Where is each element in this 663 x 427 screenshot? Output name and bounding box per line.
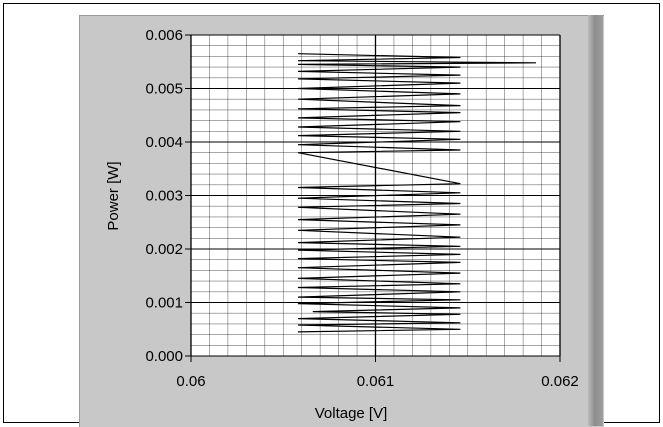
y-tick-label: 0.001: [145, 295, 183, 312]
y-axis-label: Power [W]: [105, 161, 122, 230]
x-tick-label: 0.062: [541, 373, 579, 390]
tick-labels: 0.06 0.061 0.062 0.000 0.001 0.002 0.003 0.004 0…: [145, 27, 578, 390]
x-axis-label: Voltage [V]: [315, 405, 388, 422]
y-tick-label: 0.004: [145, 134, 183, 151]
y-tick-label: 0.005: [145, 81, 183, 98]
y-tick-label: 0.000: [145, 348, 183, 365]
x-tick-label: 0.061: [357, 373, 395, 390]
x-tick-label: 0.06: [176, 373, 205, 390]
y-tick-label: 0.003: [145, 188, 183, 205]
graph-panel-edge: [588, 15, 603, 426]
series-line: [297, 53, 537, 333]
series-group: [297, 53, 537, 333]
y-tick-label: 0.006: [145, 27, 183, 44]
axes: [185, 34, 561, 362]
y-tick-label: 0.002: [145, 241, 183, 258]
